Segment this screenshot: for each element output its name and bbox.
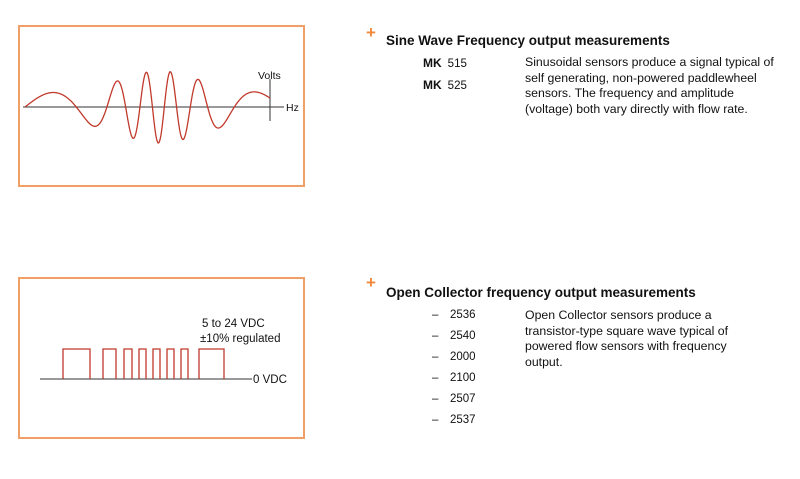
zero-vdc-label: 0 VDC <box>253 374 287 386</box>
model-prefix: – <box>432 372 439 384</box>
model-prefix: – <box>432 330 439 342</box>
sine-model-list: MK 515 MK 525 <box>423 53 467 97</box>
model-number: 515 <box>447 58 467 70</box>
sine-section-title: Sine Wave Frequency output measurements <box>386 33 670 48</box>
open-collector-model-list: –2536 –2540 –2000 –2100 –2507 –2537 <box>432 305 476 431</box>
volts-label: Volts <box>258 70 281 82</box>
open-collector-diagram-panel: 5 to 24 VDC ±10% regulated 0 VDC <box>18 277 305 439</box>
voltage-range-label: 5 to 24 VDC <box>202 318 265 330</box>
model-prefix: – <box>432 309 439 321</box>
list-item: MK 515 <box>423 53 467 75</box>
model-number: 525 <box>447 80 467 92</box>
model-prefix: MK <box>423 78 442 92</box>
square-wave-diagram: 5 to 24 VDC ±10% regulated 0 VDC <box>40 318 287 386</box>
list-item: –2100 <box>432 368 476 389</box>
list-item: MK 525 <box>423 75 467 97</box>
hz-label: Hz <box>286 102 299 114</box>
model-number: 2507 <box>450 393 476 405</box>
sine-wave-diagram-panel: Volts Hz <box>18 25 305 187</box>
list-item: –2537 <box>432 410 476 431</box>
model-prefix: MK <box>423 56 442 70</box>
list-item: –2540 <box>432 326 476 347</box>
open-collector-description: Open Collector sensors produce a transis… <box>525 308 728 369</box>
model-prefix: – <box>432 393 439 405</box>
model-number: 2540 <box>450 330 476 342</box>
plus-icon: + <box>366 273 376 292</box>
model-number: 2537 <box>450 414 476 426</box>
model-prefix: – <box>432 351 439 363</box>
list-item: –2536 <box>432 305 476 326</box>
model-prefix: – <box>432 414 439 426</box>
sine-wave-diagram: Volts Hz <box>23 70 299 144</box>
list-item: –2507 <box>432 389 476 410</box>
model-number: 2000 <box>450 351 476 363</box>
model-number: 2100 <box>450 372 476 384</box>
regulation-label: ±10% regulated <box>200 333 280 345</box>
sine-signal <box>24 71 271 144</box>
square-wave-signal <box>62 348 225 379</box>
plus-icon: + <box>366 23 376 42</box>
open-collector-section-title: Open Collector frequency output measurem… <box>386 285 696 300</box>
list-item: –2000 <box>432 347 476 368</box>
model-number: 2536 <box>450 309 476 321</box>
sine-description: Sinusoidal sensors produce a signal typi… <box>525 55 774 116</box>
